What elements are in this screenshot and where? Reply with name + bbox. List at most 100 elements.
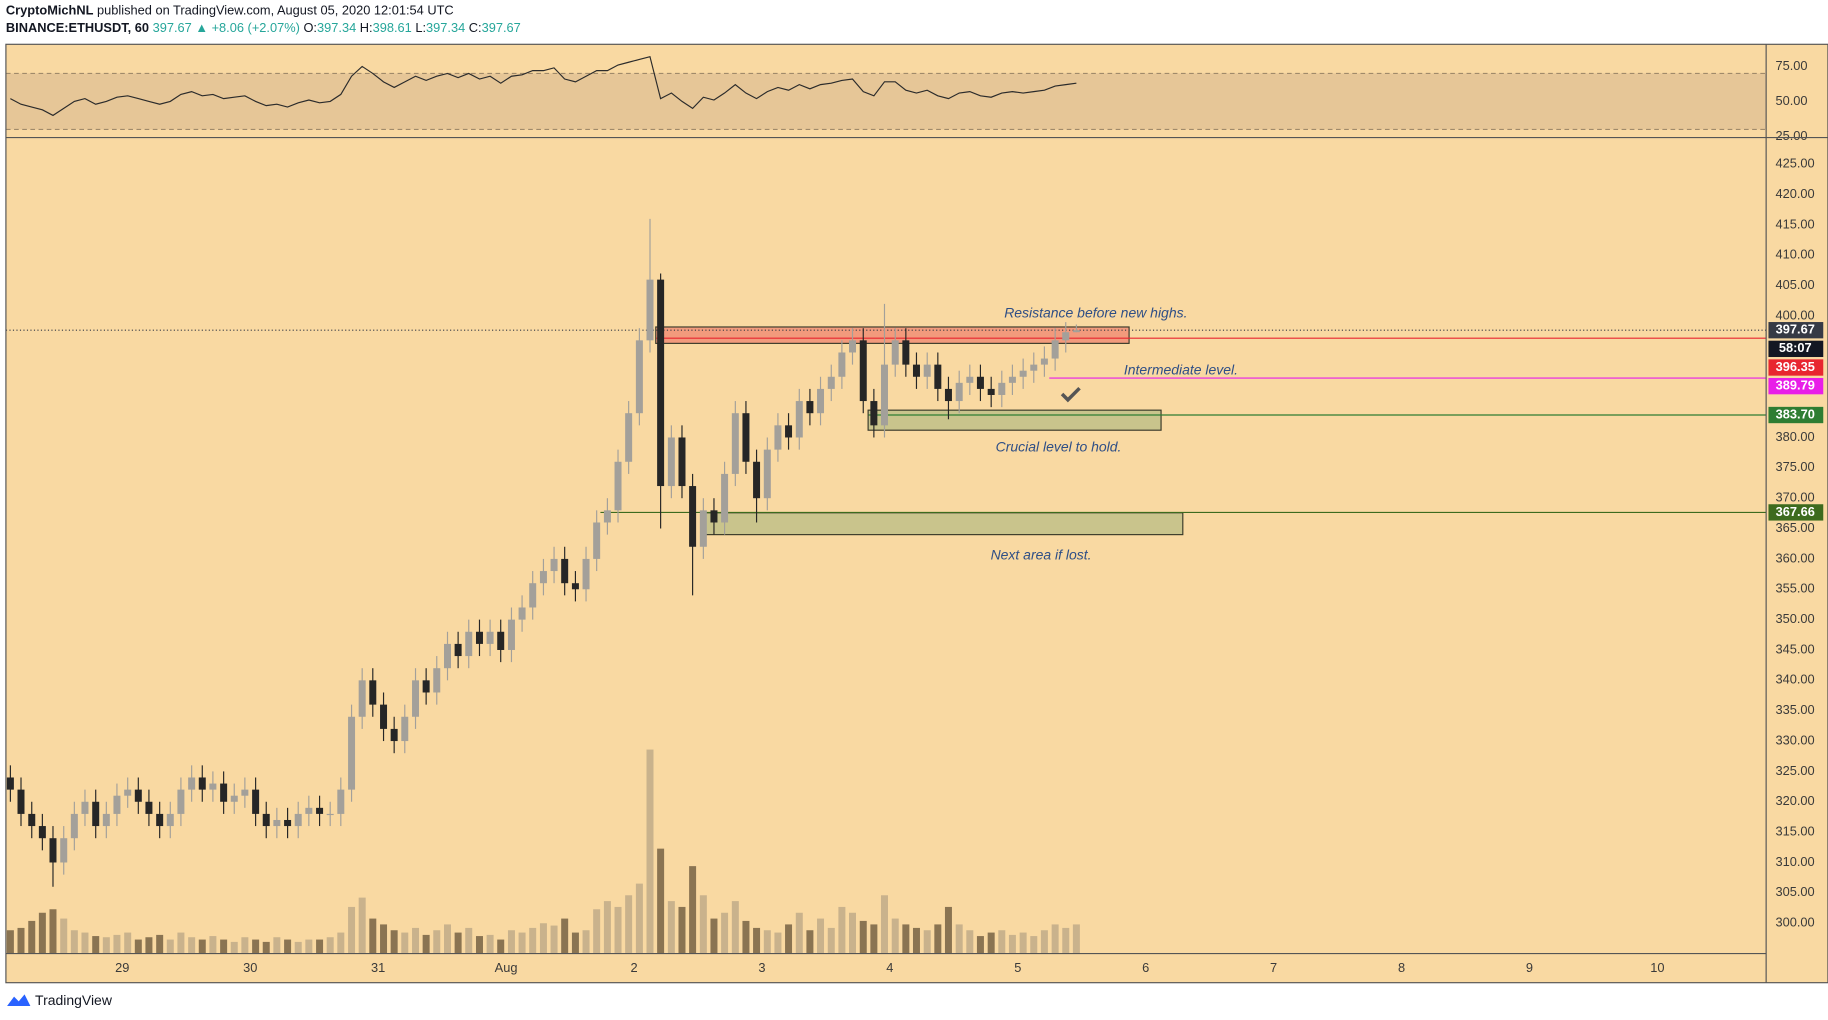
- x-tick-label: 4: [886, 960, 893, 975]
- last: 397.67: [153, 21, 192, 36]
- candle-body: [912, 364, 920, 377]
- candle-body: [81, 801, 89, 814]
- candle-body: [699, 510, 707, 547]
- y-tick-label: 325.00: [1775, 763, 1814, 778]
- candle-body: [774, 425, 782, 450]
- price-badge: [1768, 406, 1824, 424]
- candle-body: [252, 789, 260, 814]
- candle-body: [1040, 358, 1048, 365]
- candle-body: [582, 558, 590, 590]
- y-tick-label: 335.00: [1775, 702, 1814, 717]
- published: published on TradingView.com, August 05,…: [97, 3, 454, 18]
- volume-bar: [102, 937, 110, 954]
- y-tick-label: 380.00: [1775, 429, 1814, 444]
- y-tick-label: 400.00: [1775, 307, 1814, 322]
- volume-bar: [337, 932, 345, 954]
- x-tick-label: 6: [1142, 960, 1149, 975]
- candle-body: [667, 437, 675, 487]
- volume-bar: [763, 930, 771, 954]
- plot: 75.00 50.00 25.00 300.00 305.00 310.00 315.00 3…: [5, 55, 1815, 975]
- candle-body: [465, 631, 473, 657]
- volume-bar: [60, 918, 68, 954]
- candle-body: [390, 728, 398, 742]
- y-tick-label: 420.00: [1775, 186, 1814, 201]
- candle-body: [70, 813, 78, 839]
- candle-body: [785, 425, 793, 438]
- candle-body: [593, 522, 601, 559]
- volume-bar: [475, 936, 483, 954]
- volume-bar: [188, 937, 196, 954]
- candle-body: [550, 558, 558, 572]
- candle-body: [507, 619, 515, 650]
- candle-body: [294, 813, 302, 827]
- candle-body: [422, 680, 430, 693]
- x-tick-label: 31: [371, 960, 385, 975]
- volume-bar: [667, 901, 675, 954]
- candle-body: [188, 777, 196, 790]
- volume-bar: [198, 939, 206, 954]
- candle-body: [880, 364, 888, 426]
- volume-bar: [838, 906, 846, 954]
- candle-body: [454, 643, 462, 657]
- x-tick-label: 2: [630, 960, 637, 975]
- volume-bar: [934, 924, 942, 954]
- volume-bar: [998, 930, 1006, 954]
- candle-body: [124, 789, 132, 796]
- price-badge-label: 58:07: [1779, 340, 1812, 355]
- candle-body: [220, 783, 228, 802]
- candle-body: [635, 340, 643, 414]
- candle-body: [987, 388, 995, 395]
- y-tick-label: 405.00: [1775, 277, 1814, 292]
- candle-body: [262, 813, 270, 827]
- candle-body: [6, 777, 14, 790]
- volume-bar: [230, 941, 238, 954]
- price-badge: [1768, 377, 1824, 395]
- volume-bar: [284, 939, 292, 954]
- rsi-tick-label: 25.00: [1775, 128, 1807, 143]
- volume-bar: [17, 927, 25, 954]
- candle-body: [614, 461, 622, 511]
- ohlc-label: L:: [415, 21, 426, 36]
- volume-bar: [806, 930, 814, 954]
- volume-bar: [774, 932, 782, 954]
- brand: TradingView: [35, 992, 113, 1008]
- y-tick-label: 360.00: [1775, 550, 1814, 565]
- symbol: BINANCE:ETHUSDT, 60: [6, 21, 149, 36]
- change: ▲ +8.06 (+2.07%): [195, 21, 300, 36]
- volume-bar: [571, 932, 579, 954]
- symbol-line: BINANCE:ETHUSDT, 60 397.67 ▲ +8.06 (+2.0…: [6, 21, 521, 36]
- candle-body: [646, 279, 654, 341]
- volume-bar: [529, 927, 537, 954]
- volume-bar: [827, 927, 835, 954]
- candle-body: [731, 413, 739, 474]
- y-tick-label: 425.00: [1775, 156, 1814, 171]
- volume-bar: [380, 924, 388, 954]
- annotation: Intermediate level.: [1124, 361, 1238, 377]
- ohlc-label: O:: [303, 21, 317, 36]
- candle-body: [763, 449, 771, 499]
- x-tick-label: 10: [1650, 960, 1664, 975]
- volume-bar: [923, 930, 931, 954]
- volume-bar: [550, 925, 558, 954]
- candle-body: [284, 819, 292, 827]
- candle-body: [273, 819, 281, 827]
- volume-bar: [145, 937, 153, 954]
- volume-bar: [902, 924, 910, 954]
- y-tick-label: 305.00: [1775, 884, 1814, 899]
- candle-body: [49, 838, 57, 863]
- volume-bar: [177, 932, 185, 954]
- candle-body: [966, 376, 974, 383]
- candle-body: [870, 401, 878, 426]
- candle-body: [817, 388, 825, 414]
- volume-bar: [603, 901, 611, 954]
- y-tick-label: 300.00: [1775, 915, 1814, 930]
- candle-body: [923, 364, 931, 377]
- price-badge-label: 397.67: [1776, 322, 1815, 337]
- rsi-band: [5, 73, 1767, 130]
- ohlc-label: H:: [360, 21, 373, 36]
- ohlc-value: 397.34: [426, 21, 465, 36]
- candle-body: [529, 583, 537, 608]
- candle-body: [1008, 376, 1016, 383]
- volume-bar: [220, 939, 228, 954]
